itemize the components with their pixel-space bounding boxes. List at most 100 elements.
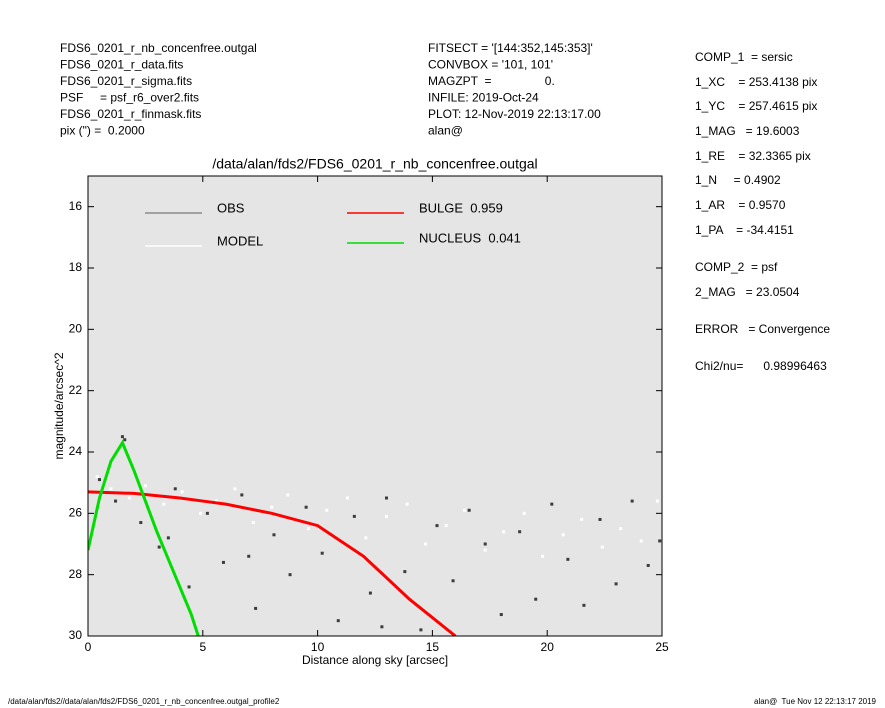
header-right-line: COMP_2 = psf: [695, 260, 778, 274]
y-tick-label: 30: [69, 628, 83, 642]
data-point: [380, 625, 384, 629]
data-point: [187, 585, 191, 589]
x-tick-label: 10: [311, 640, 325, 654]
footer-path: /data/alan/fds2//data/alan/fds2/FDS6_020…: [8, 697, 280, 706]
x-axis-label: Distance along sky [arcsec]: [302, 653, 448, 667]
data-point: [173, 487, 177, 491]
data-point: [451, 579, 455, 583]
model-curve: [88, 490, 457, 636]
header-right-line: COMP_1 = sersic: [695, 50, 793, 64]
data-point: [658, 539, 662, 543]
data-point: [320, 551, 324, 555]
header-middle-line: PLOT: 12-Nov-2019 22:13:17.00: [428, 107, 601, 121]
header-left-line: FDS6_0201_r_data.fits: [60, 58, 183, 72]
data-point: [288, 573, 292, 577]
data-point: [240, 493, 244, 497]
data-point: [580, 517, 584, 521]
data-point: [405, 502, 409, 506]
data-point: [561, 533, 565, 537]
data-point: [221, 560, 225, 564]
data-point: [336, 619, 340, 623]
y-axis-label: magnitude/arcsec^2: [52, 352, 66, 459]
data-point: [384, 514, 388, 518]
plot-area: [88, 176, 662, 636]
data-point: [444, 524, 448, 528]
y-tick-label: 26: [69, 506, 83, 520]
data-point: [345, 496, 349, 500]
data-point: [95, 475, 99, 479]
data-point: [600, 545, 604, 549]
data-point: [364, 536, 368, 540]
data-point: [143, 484, 147, 488]
data-point: [368, 591, 372, 595]
y-tick-label: 24: [69, 444, 83, 458]
header-middle-line: FITSECT = '[144:352,145:353]': [428, 41, 593, 55]
data-point: [463, 508, 467, 512]
data-point: [97, 478, 101, 482]
data-point: [120, 435, 124, 439]
data-point: [582, 603, 586, 607]
data-point: [325, 508, 329, 512]
y-tick-label: 28: [69, 567, 83, 581]
header-left-line: PSF = psf_r6_over2.fits: [60, 91, 199, 105]
legend-label: OBS: [217, 200, 245, 215]
data-point: [205, 511, 209, 515]
header-right-line: 1_XC = 253.4138 pix: [695, 75, 817, 89]
data-point: [619, 527, 623, 531]
data-point: [467, 508, 471, 512]
data-point: [483, 548, 487, 552]
header-right-line: 1_YC = 257.4615 pix: [695, 99, 817, 113]
data-point: [614, 582, 618, 586]
legend-label: MODEL: [217, 233, 263, 248]
data-point: [139, 521, 143, 525]
data-point: [424, 542, 428, 546]
header-right-line: 1_N = 0.4902: [695, 173, 781, 187]
data-point: [304, 505, 308, 509]
header-middle-line: INFILE: 2019-Oct-24: [428, 91, 539, 105]
data-point: [499, 613, 503, 617]
data-point: [502, 530, 506, 534]
y-tick-label: 20: [69, 322, 83, 336]
data-point: [127, 496, 131, 500]
header-right-line: 1_AR = 0.9570: [695, 198, 786, 212]
y-tick-label: 22: [69, 383, 83, 397]
y-tick-label: 18: [69, 260, 83, 274]
header-left-line: FDS6_0201_r_finmask.fits: [60, 107, 201, 121]
data-point: [123, 438, 127, 442]
footer-date: alan@ Tue Nov 12 22:13:17 2019: [754, 697, 877, 706]
data-point: [630, 499, 634, 503]
header-left-line: FDS6_0201_r_nb_concenfree.outgal: [60, 41, 257, 55]
data-point: [199, 511, 203, 515]
x-tick-label: 5: [199, 640, 206, 654]
x-tick-label: 15: [426, 640, 440, 654]
data-point: [254, 606, 258, 610]
data-point: [541, 554, 545, 558]
header-right-line: 2_MAG = 23.0504: [695, 285, 800, 299]
data-point: [522, 511, 526, 515]
data-point: [483, 542, 487, 546]
data-point: [435, 524, 439, 528]
x-tick-label: 0: [85, 640, 92, 654]
data-point: [180, 490, 184, 494]
data-point: [272, 533, 276, 537]
plot-frame: [87, 175, 663, 637]
y-tick-label: 16: [69, 199, 83, 213]
data-point: [550, 502, 554, 506]
data-point: [251, 521, 255, 525]
chart-title: /data/alan/fds2/FDS6_0201_r_nb_concenfre…: [212, 156, 537, 172]
header-middle-line: CONVBOX = '101, 101': [428, 58, 553, 72]
header-right-line: 1_PA = -34.4151: [695, 223, 794, 237]
data-point: [157, 545, 161, 549]
data-point: [215, 499, 219, 503]
data-point: [403, 570, 407, 574]
data-point: [566, 557, 570, 561]
header-right-line: 1_MAG = 19.6003: [695, 124, 800, 138]
data-point: [352, 514, 356, 518]
data-point: [384, 496, 388, 500]
header-left-line: pix (") = 0.2000: [60, 124, 145, 138]
data-point: [109, 487, 113, 491]
data-point: [233, 487, 237, 491]
model-curve: [88, 439, 200, 636]
data-point: [306, 527, 310, 531]
data-point: [655, 499, 659, 503]
